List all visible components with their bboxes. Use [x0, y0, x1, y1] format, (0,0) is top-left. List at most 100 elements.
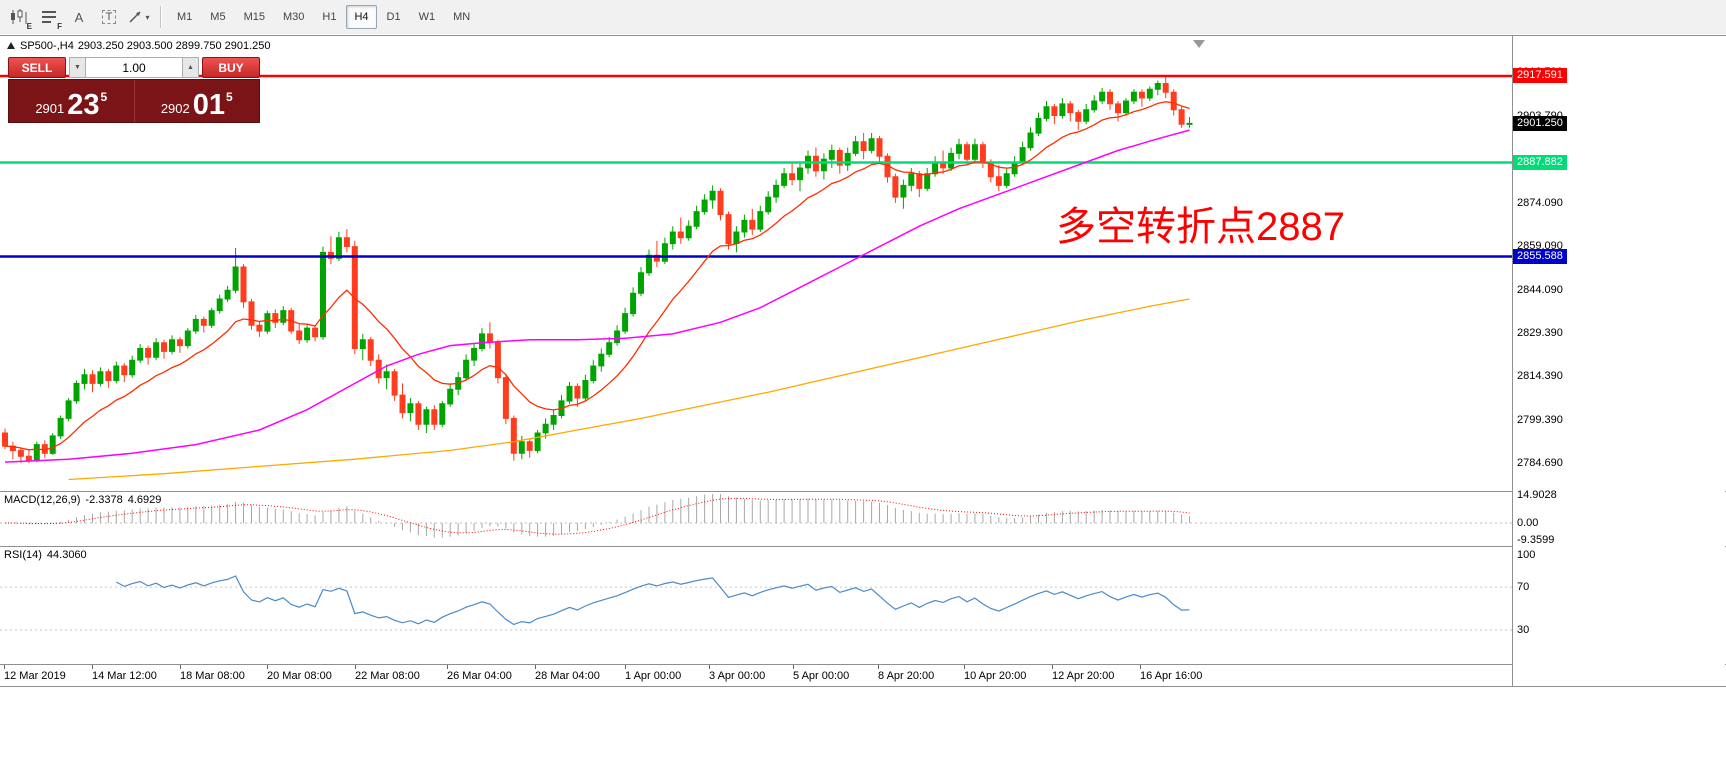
macd-main-value: -2.3378	[85, 494, 123, 506]
text-label-tool-button[interactable]: A	[65, 3, 93, 31]
price-axis-tick: 2844.090	[1517, 284, 1563, 296]
time-axis-label: 26 Mar 04:00	[447, 670, 512, 682]
ohlc-values: 2903.250 2903.500 2899.750 2901.250	[77, 40, 271, 52]
time-axis[interactable]: 12 Mar 2019 14 Mar 12:00 18 Mar 08:00 20 Ma…	[0, 665, 1726, 686]
time-axis-label: 1 Apr 00:00	[625, 670, 682, 682]
time-axis-tick	[1140, 665, 1141, 669]
drawing-tools-button[interactable]: ▾	[125, 3, 153, 31]
time-axis-tick	[1052, 665, 1053, 669]
chart-template-button[interactable]: E	[5, 3, 33, 31]
main-chart-canvas[interactable]	[0, 36, 1512, 491]
ask-big-digits: 01	[192, 89, 225, 122]
toolbar: E F A T ▾ M1 M5 M15 M30 H1 H4 D1 W1 MN	[0, 0, 1726, 34]
time-axis-tick	[964, 665, 965, 669]
bid-price: 2901 23 5	[9, 80, 134, 122]
sell-button[interactable]: SELL	[8, 57, 66, 78]
volume-decrease-button[interactable]: ▼	[69, 57, 86, 78]
volume-control: ▼ 1.00 ▲	[69, 57, 199, 78]
rsi-axis-label: 100	[1517, 549, 1536, 561]
data-list-button[interactable]: F	[35, 3, 63, 31]
price-line-badge: 2917.591	[1513, 68, 1567, 84]
time-axis-label: 3 Apr 00:00	[709, 670, 766, 682]
current-price-badge: 2901.250	[1513, 116, 1567, 132]
price-axis-tick: 2784.690	[1517, 456, 1563, 469]
one-click-trade-panel: SELL ▼ 1.00 ▲ BUY 2901 23 5 2902 01 5	[8, 57, 260, 123]
time-axis-tick	[4, 665, 5, 669]
price-line-badge: 2887.882	[1513, 154, 1567, 170]
time-axis-label: 14 Mar 12:00	[92, 670, 157, 682]
timeframe-button-h1[interactable]: H1	[322, 11, 337, 23]
icon-sub-label: F	[57, 22, 62, 31]
price-axis[interactable]: 2918.7902903.7902888.7902874.0902859.090…	[1513, 36, 1725, 686]
timeframe-button-m5[interactable]: M5	[210, 11, 226, 23]
toolbar-separator	[160, 6, 162, 28]
panel-separator	[0, 491, 1726, 492]
time-axis-label: 28 Mar 04:00	[535, 670, 600, 682]
down-candle-bodies	[2, 83, 1185, 462]
macd-signal-value: 4.6929	[127, 494, 162, 506]
text-tool-glyph: A	[74, 9, 84, 25]
time-axis-tick	[180, 665, 181, 669]
time-axis-tick	[878, 665, 879, 669]
bid-pip-fraction: 5	[100, 90, 108, 104]
rsi-line	[116, 575, 1190, 626]
panel-separator	[0, 546, 1726, 547]
time-axis-tick	[793, 665, 794, 669]
chart-shift-marker	[1193, 40, 1205, 48]
text-box-tool-button[interactable]: T	[95, 3, 123, 31]
rsi-axis-label: 30	[1517, 623, 1530, 636]
timeframe-button-d1[interactable]: D1	[386, 11, 401, 23]
time-axis-tick	[267, 665, 268, 669]
volume-input[interactable]: 1.00	[86, 57, 182, 78]
bid-big-digits: 23	[67, 89, 100, 122]
time-axis-label: 12 Apr 20:00	[1052, 670, 1115, 682]
macd-axis-label: -9.3599	[1517, 534, 1555, 547]
ma-fast-line	[4, 101, 1190, 451]
time-axis-label: 16 Apr 16:00	[1140, 670, 1203, 682]
rsi-name: RSI(14)	[4, 549, 42, 561]
ask-prefix: 2902	[160, 101, 190, 116]
price-axis-tick: 2814.390	[1517, 370, 1563, 383]
chart-ohlc-header: SP500-,H4 2903.250 2903.500 2899.750 2901…	[7, 40, 275, 52]
price-axis-border	[1512, 36, 1513, 686]
timeframe-group: M1 M5 M15 M30 H1 H4 D1 W1 MN	[168, 5, 479, 29]
timeframe-button-w1[interactable]: W1	[418, 11, 436, 23]
timeframe-button-h4[interactable]: H4	[346, 5, 377, 29]
ma-slow-line	[68, 298, 1190, 481]
timeframe-button-m30[interactable]: M30	[282, 11, 305, 23]
timeframe-button-m1[interactable]: M1	[177, 11, 193, 23]
macd-axis-label: 0.00	[1517, 517, 1539, 529]
bid-ask-display: 2901 23 5 2902 01 5	[8, 79, 260, 123]
timeframe-button-m15[interactable]: M15	[243, 11, 265, 23]
timeframe-button-mn[interactable]: MN	[453, 11, 471, 23]
macd-panel-canvas[interactable]	[0, 492, 1512, 546]
time-axis-label: 5 Apr 00:00	[793, 670, 850, 682]
trade-buttons-row: SELL ▼ 1.00 ▲ BUY	[8, 57, 260, 78]
rsi-label: RSI(14) 44.3060	[4, 549, 92, 561]
time-axis-label: 20 Mar 08:00	[267, 670, 332, 682]
icon-sub-label: E	[26, 22, 32, 31]
ask-price: 2902 01 5	[133, 80, 260, 122]
type-tool-glyph: T	[101, 10, 117, 24]
buy-button[interactable]: BUY	[202, 57, 260, 78]
symbol-period-label: SP500-,H4	[20, 40, 74, 52]
macd-histogram	[12, 494, 1190, 538]
time-axis-label: 18 Mar 08:00	[180, 670, 245, 682]
bid-prefix: 2901	[35, 101, 65, 116]
volume-increase-button[interactable]: ▲	[182, 57, 199, 78]
macd-label: MACD(12,26,9) -2.3378 4.6929	[4, 494, 166, 506]
annotation-text: 多空转折点2887	[1056, 205, 1345, 249]
rsi-value: 44.3060	[46, 549, 87, 561]
price-axis-tick: 2799.390	[1517, 414, 1563, 427]
macd-signal-line	[5, 497, 1190, 535]
time-axis-tick	[447, 665, 448, 669]
ma-mid-line	[4, 129, 1190, 463]
time-axis-tick	[535, 665, 536, 669]
list-icon	[42, 11, 56, 23]
candlestick-chart-icon	[11, 9, 27, 24]
arrow-tool-icon	[129, 11, 142, 23]
up-candle-wicks	[36, 80, 1190, 463]
rsi-panel-canvas[interactable]	[0, 547, 1512, 664]
chart-menu-icon[interactable]	[7, 42, 15, 49]
